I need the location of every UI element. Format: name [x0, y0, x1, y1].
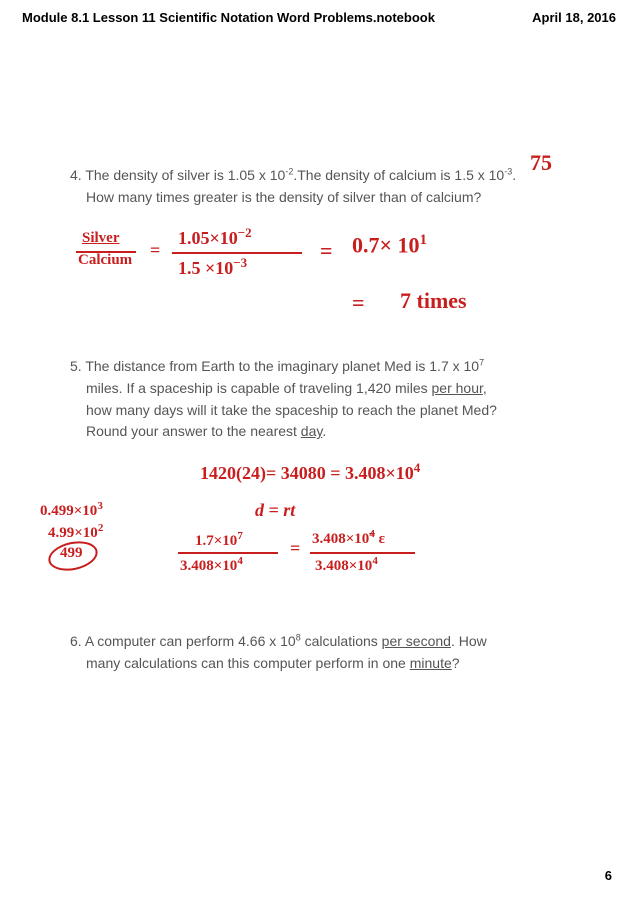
p4-l2: How many times greater is the density of… — [86, 189, 481, 205]
p4-eq2: = — [320, 238, 333, 264]
p4-res1: 0.7× 101 — [352, 232, 427, 258]
p4-num1: 1.05×10−2 — [178, 225, 252, 249]
p4-fracline-1 — [172, 252, 302, 254]
p5-den2b: 3.408×104 — [315, 555, 378, 575]
p4-den1: 1.5 ×10−3 — [178, 255, 247, 279]
p5-formula: d = rt — [255, 500, 295, 521]
p5-fracline-b — [310, 552, 415, 554]
p4-num: 4. — [70, 167, 82, 183]
content-area: 4. The density of silver is 1.05 x 10-2.… — [0, 25, 638, 675]
p6-l1u: per second — [382, 633, 451, 649]
doc-title: Module 8.1 Lesson 11 Scientific Notation… — [22, 10, 435, 25]
p4-fracline-labels — [76, 251, 136, 253]
p6-l2u: minute — [410, 655, 452, 671]
p4-hand-calcium: Calcium — [78, 252, 132, 269]
header: Module 8.1 Lesson 11 Scientific Notation… — [0, 0, 638, 25]
p5-l1a: The distance from Earth to the imaginary… — [85, 358, 479, 374]
p5-num2b: 3.408×104 ε — [312, 528, 385, 548]
p6-l1c: . How — [451, 633, 487, 649]
hand-topmark: 75 — [530, 150, 552, 176]
p5-l4u: day — [301, 423, 323, 439]
doc-date: April 18, 2016 — [532, 10, 616, 25]
p4-l1c: . — [512, 167, 516, 183]
p5-step1: 1420(24)= 34080 = 3.408×104 — [200, 460, 420, 484]
p6-l1a: A computer can perform 4.66 x 10 — [85, 633, 296, 649]
problem-6: 6. A computer can perform 4.66 x 108 cal… — [70, 631, 578, 674]
p6-num: 6. — [70, 633, 82, 649]
p4-l1b: .The density of calcium is 1.5 x 10 — [293, 167, 504, 183]
p5-left1: 0.499×103 — [40, 500, 103, 520]
p5-eq: = — [290, 538, 300, 559]
p5-exp: 7 — [479, 358, 484, 368]
p4-l1a: The density of silver is 1.05 x 10 — [85, 167, 285, 183]
p5-l4e: . — [322, 423, 326, 439]
p5-l2e: , — [483, 380, 487, 396]
page-number: 6 — [605, 868, 612, 883]
p6-l1b: calculations — [301, 633, 382, 649]
p5-l2: miles. If a spaceship is capable of trav… — [86, 380, 432, 396]
p6-l2e: ? — [452, 655, 460, 671]
p4-eq3: = — [352, 290, 365, 316]
p4-res2: 7 times — [400, 288, 467, 314]
p5-num: 5. — [70, 358, 82, 374]
p5-fracline-a — [178, 552, 278, 554]
p4-hand-silver: Silver — [82, 230, 120, 247]
p5-num2a: 1.7×107 — [195, 530, 243, 550]
p4-eq1: = — [150, 240, 160, 261]
p5-den2a: 3.408×104 — [180, 555, 243, 575]
p5-l3: how many days will it take the spaceship… — [86, 402, 497, 418]
p5-l4a: Round your answer to the nearest — [86, 423, 301, 439]
p5-left2: 4.99×102 — [48, 522, 103, 542]
p6-l2a: many calculations can this computer perf… — [86, 655, 410, 671]
p5-l2u: per hour — [432, 380, 483, 396]
